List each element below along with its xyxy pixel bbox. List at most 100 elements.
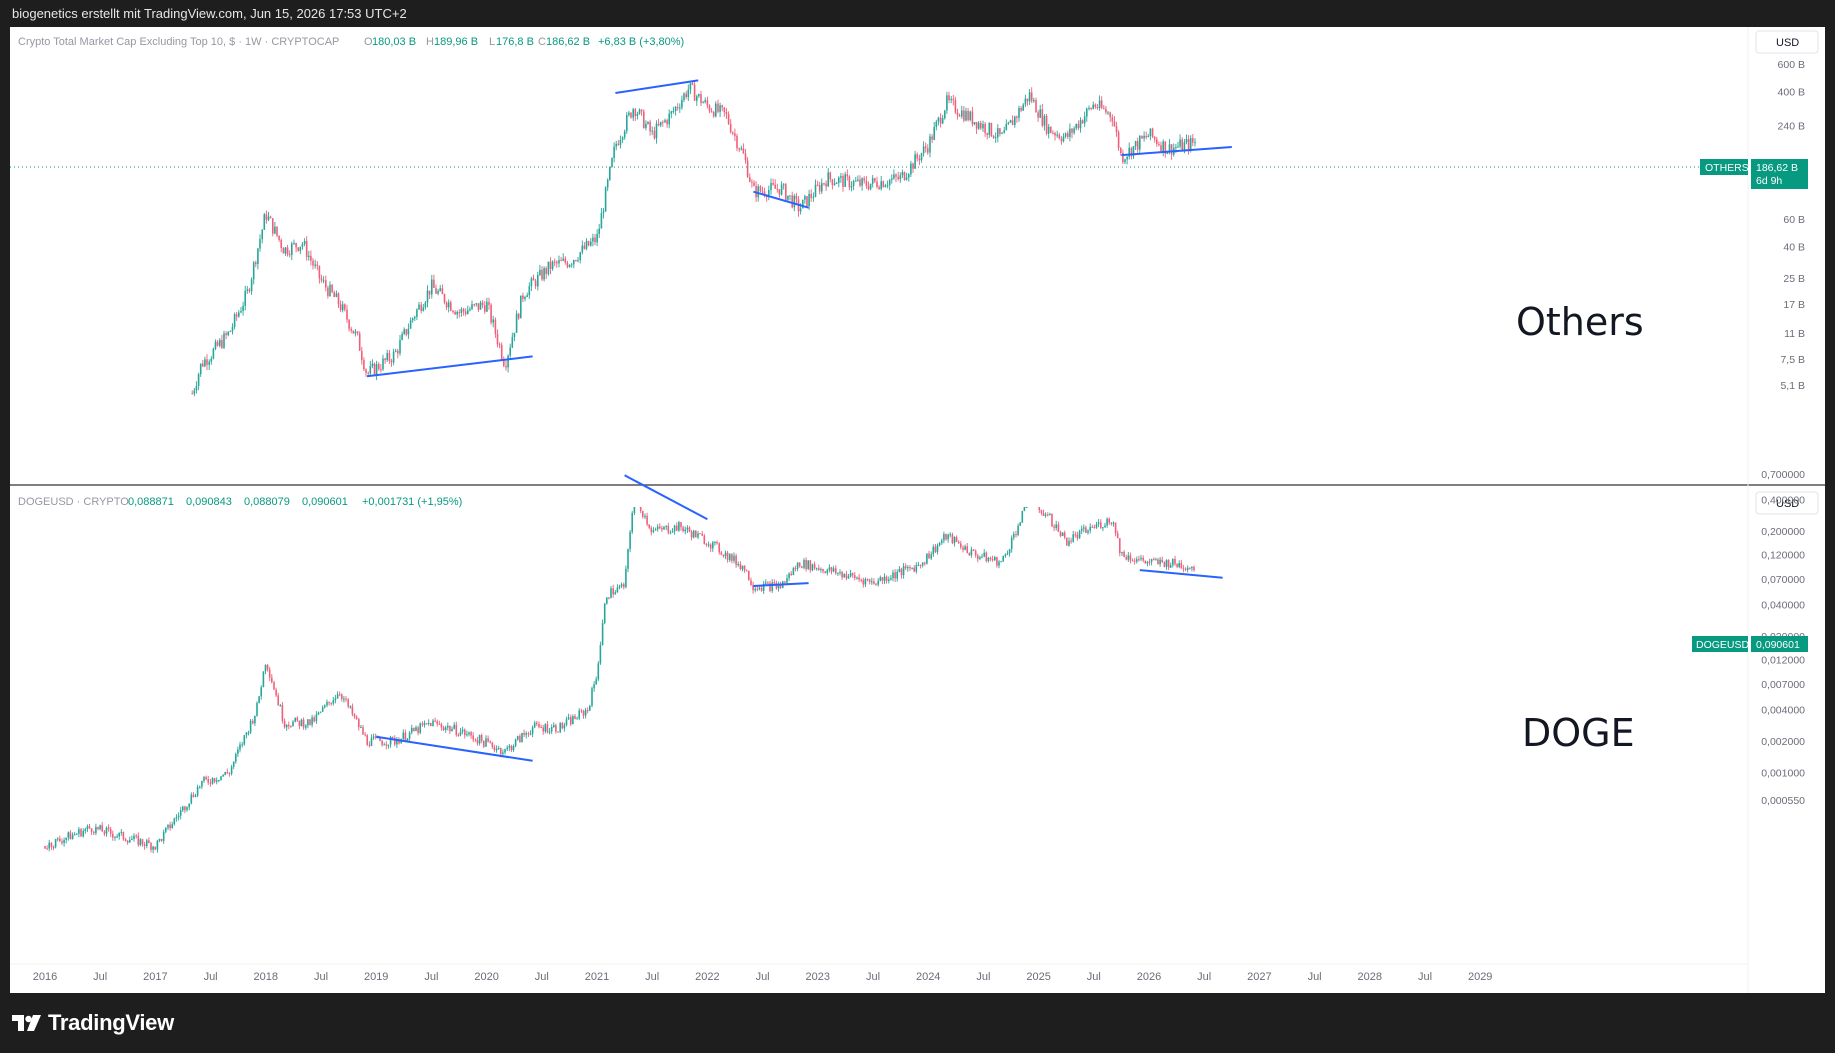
candle-body <box>998 561 1000 566</box>
candle-body <box>519 736 521 743</box>
candle-body <box>479 302 482 310</box>
candle-body <box>470 732 472 736</box>
candle-body <box>511 337 514 348</box>
candle-body <box>1017 525 1019 535</box>
candle-body <box>618 586 621 588</box>
trend-line[interactable] <box>624 474 708 521</box>
candle-body <box>199 786 201 788</box>
candle-body <box>279 705 282 707</box>
candle-body <box>1189 567 1191 569</box>
candle-body <box>313 717 315 722</box>
others-currency-button[interactable] <box>1755 30 1819 54</box>
candle-body <box>461 729 464 732</box>
candle-body <box>935 121 938 127</box>
candle-body <box>384 358 386 360</box>
candle-body <box>661 528 663 530</box>
candle-body <box>1068 540 1070 546</box>
candle-body <box>837 572 839 574</box>
candle-body <box>883 576 886 581</box>
candle-body <box>788 573 790 579</box>
candle-body <box>344 304 346 310</box>
candle-body <box>721 105 723 108</box>
candle-body <box>521 733 523 743</box>
candle-body <box>56 838 59 840</box>
candle-body <box>46 848 48 850</box>
x-tick-label: Jul <box>424 971 438 983</box>
trend-line[interactable] <box>753 582 809 587</box>
candle-body <box>1107 112 1109 114</box>
candle-body <box>208 361 210 365</box>
candle-body <box>404 732 407 741</box>
candle-body <box>116 836 118 838</box>
candle-body <box>919 565 922 566</box>
candle-body <box>765 582 767 584</box>
candle-body <box>600 213 603 229</box>
candle-body <box>865 180 868 187</box>
candle-body <box>1043 116 1046 126</box>
candle-body <box>394 738 396 745</box>
candle-body <box>190 794 193 804</box>
candle-body <box>1130 147 1133 157</box>
candle-body <box>828 567 831 570</box>
candle-body <box>449 726 451 732</box>
candle-body <box>649 122 651 132</box>
candle-body <box>900 568 903 576</box>
candle-body <box>388 353 391 361</box>
candle-body <box>869 183 872 190</box>
candle-body <box>1075 124 1077 129</box>
candle-body <box>803 560 805 568</box>
candle-body <box>67 832 70 838</box>
candle-body <box>744 153 747 161</box>
trend-line[interactable] <box>1121 146 1232 157</box>
candle-body <box>787 195 789 200</box>
candle-body <box>230 766 233 774</box>
candle-body <box>428 290 431 295</box>
candle-body <box>1039 109 1041 118</box>
doge-currency-button[interactable] <box>1755 491 1819 515</box>
y-tick-label: 0,200000 <box>1761 526 1805 538</box>
candle-body <box>994 137 997 139</box>
candle-body <box>947 534 949 540</box>
trend-line[interactable] <box>753 190 809 209</box>
candle-body <box>1158 144 1160 146</box>
candle-body <box>466 734 468 736</box>
candle-body <box>904 566 907 569</box>
candle-body <box>636 114 639 116</box>
candle-body <box>335 293 338 297</box>
candle-body <box>696 96 698 101</box>
candle-body <box>640 109 643 112</box>
chart-canvas[interactable]: Crypto Total Market Cap Excluding Top 10… <box>10 27 1825 993</box>
candle-body <box>1085 527 1087 533</box>
candle-body <box>1062 136 1065 142</box>
trend-line[interactable] <box>615 79 699 94</box>
candle-body <box>804 196 806 200</box>
candle-body <box>1165 559 1168 567</box>
candle-body <box>212 348 215 359</box>
trend-line[interactable] <box>376 735 533 762</box>
candle-body <box>392 351 395 363</box>
candle-body <box>122 831 125 840</box>
candle-body <box>951 534 954 544</box>
candle-body <box>886 185 889 187</box>
candle-body <box>856 577 858 579</box>
candle-body <box>845 574 848 579</box>
candle-body <box>1136 559 1138 562</box>
candle-body <box>484 305 486 312</box>
candle-body <box>844 174 846 187</box>
trend-line[interactable] <box>1139 569 1223 579</box>
candle-body <box>296 717 299 721</box>
candle-body <box>264 664 267 672</box>
x-tick-label: Jul <box>976 971 990 983</box>
tradingview-logo[interactable]: TradingView <box>12 1010 174 1036</box>
trend-line[interactable] <box>366 355 533 378</box>
candle-body <box>738 148 740 150</box>
candle-body <box>475 303 478 305</box>
candle-body <box>1001 132 1003 134</box>
chart-area[interactable]: Crypto Total Market Cap Excluding Top 10… <box>10 27 1825 993</box>
candle-body <box>374 736 377 738</box>
candle-body <box>645 123 647 129</box>
candle-body <box>1129 555 1132 561</box>
doge-watermark: DOGE <box>1522 711 1635 755</box>
candle-body <box>1146 561 1149 564</box>
candle-body <box>481 302 484 306</box>
